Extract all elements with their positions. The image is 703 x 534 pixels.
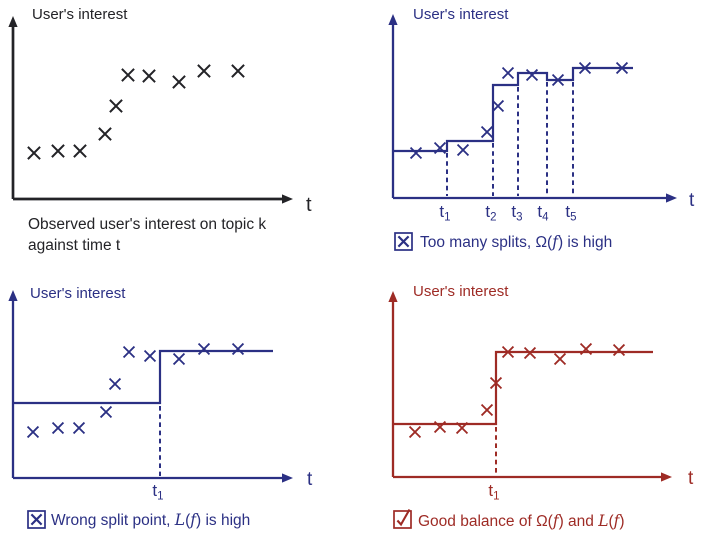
scatter-mark: [523, 346, 537, 360]
scatter-mark: [51, 421, 65, 435]
caption-checkbox: [394, 232, 413, 251]
scatter-mark: [72, 421, 86, 435]
panel-good-balance: User's interest t t1 Good balance of Ω(f) a…: [388, 283, 694, 530]
scatter-mark: [99, 405, 113, 419]
scatter-mark: [27, 146, 41, 160]
scatter-mark: [501, 66, 515, 80]
scatter-mark: [231, 64, 245, 78]
x-axis-arrow-icon: [282, 473, 293, 483]
panel-caption: Too many splits, Ω(f) is high: [420, 233, 612, 251]
scatter-mark: [480, 403, 494, 417]
x-mark-icon: [397, 235, 410, 248]
scatter-mark: [197, 64, 211, 78]
step-function-line: [13, 349, 273, 405]
x-axis-label: t: [307, 469, 313, 490]
panel-caption-line: Observed user's interest on topic k: [28, 216, 266, 233]
scatter-mark: [98, 127, 112, 141]
scatter-mark: [142, 69, 156, 83]
scatter-mark: [612, 343, 626, 357]
panel-caption: Good balance of Ω(f) and L(f): [418, 512, 625, 530]
scatter-mark: [455, 421, 469, 435]
scatter-mark: [489, 376, 503, 390]
tick-label: t1: [152, 481, 163, 503]
scatter-mark: [73, 144, 87, 158]
scatter-mark: [197, 342, 211, 356]
scatter-mark: [433, 420, 447, 434]
scatter-mark: [551, 73, 565, 87]
caption-checkbox: [393, 510, 412, 529]
y-axis-arrow-icon: [388, 291, 398, 302]
check-mark-icon: [396, 508, 411, 527]
scatter-mark: [231, 342, 245, 356]
scatter-mark: [409, 146, 423, 160]
scatter-mark: [121, 68, 135, 82]
scatter-mark: [108, 377, 122, 391]
scatter-mark: [525, 68, 539, 82]
x-axis-label: t: [688, 468, 694, 489]
x-axis-arrow-icon: [282, 194, 293, 204]
scatter-mark: [172, 75, 186, 89]
y-axis-title: User's interest: [32, 6, 128, 23]
x-mark-icon: [30, 513, 43, 526]
x-axis-label: t: [689, 190, 695, 211]
scatter-mark: [433, 141, 447, 155]
x-axis-label: t: [306, 194, 312, 216]
y-axis-title: User's interest: [30, 285, 126, 302]
scatter-mark: [26, 425, 40, 439]
panel-too-many-splits: User's interest t t1 t2 t3 t4 t5 Too many split…: [388, 6, 695, 251]
y-axis-arrow-icon: [8, 290, 18, 301]
scatter-mark: [579, 342, 593, 356]
tick-label: t3: [511, 202, 522, 224]
scatter-mark: [480, 125, 494, 139]
x-axis-arrow-icon: [661, 472, 672, 482]
step-function-line: [393, 66, 633, 153]
step-function-line: [393, 350, 653, 426]
scatter-mark: [501, 345, 515, 359]
scatter-mark: [51, 144, 65, 158]
scatter-mark: [553, 352, 567, 366]
scatter-mark: [122, 345, 136, 359]
y-axis-title: User's interest: [413, 283, 509, 300]
scatter-mark: [408, 425, 422, 439]
y-axis-arrow-icon: [8, 16, 18, 27]
x-axis-arrow-icon: [666, 193, 677, 203]
tick-label: t4: [537, 202, 549, 224]
scatter-mark: [456, 143, 470, 157]
y-axis-arrow-icon: [388, 14, 398, 25]
panel-wrong-split-point: User's interest t t1 Wrong split point, L(f…: [8, 285, 313, 529]
caption-checkbox: [27, 510, 46, 529]
scatter-mark: [491, 99, 505, 113]
panel-caption: Wrong split point, L(f) is high: [51, 511, 250, 529]
tick-label: t5: [565, 202, 576, 224]
tick-label: t2: [485, 202, 496, 224]
scatter-mark: [578, 61, 592, 75]
scatter-mark: [109, 99, 123, 113]
scatter-mark: [615, 61, 629, 75]
panel-caption-line: against time t: [28, 237, 121, 254]
tick-label: t1: [488, 481, 499, 503]
panel-observed: User's interest t Observed user's interest…: [8, 6, 312, 254]
tick-label: t1: [439, 202, 450, 224]
scatter-mark: [172, 352, 186, 366]
scatter-mark: [143, 349, 157, 363]
y-axis-title: User's interest: [413, 6, 509, 23]
